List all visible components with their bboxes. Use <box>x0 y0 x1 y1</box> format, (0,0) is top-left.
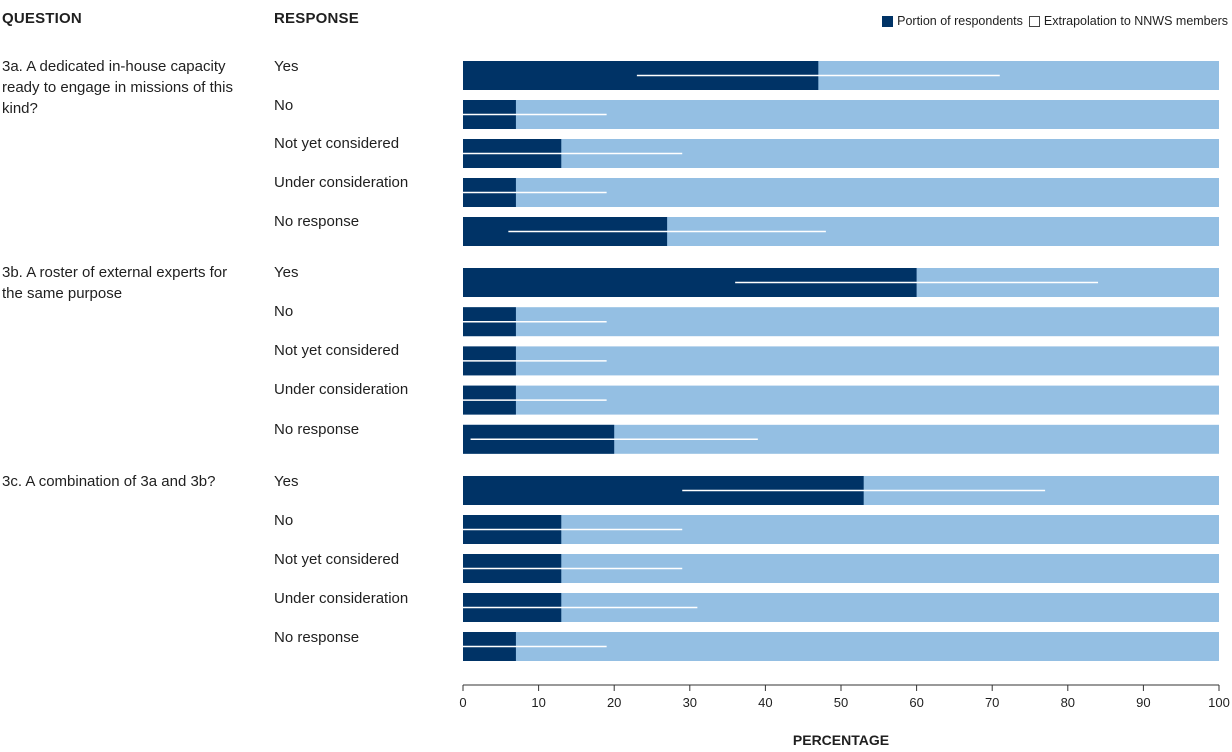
x-tick-label: 90 <box>1136 695 1150 710</box>
question-column-header: QUESTION <box>2 10 82 27</box>
response-label: Yes <box>274 473 299 490</box>
response-label: Not yet considered <box>274 342 400 359</box>
response-label: No <box>274 512 294 529</box>
x-tick-label: 50 <box>834 695 848 710</box>
response-label: Not yet considered <box>274 135 400 152</box>
x-tick-label: 20 <box>607 695 621 710</box>
response-label: No response <box>274 629 360 646</box>
x-tick-label: 30 <box>683 695 697 710</box>
x-tick-label: 0 <box>459 695 466 710</box>
legend-label-portion: Portion of respondents <box>897 14 1023 28</box>
question-label-3a: 3a. A dedicated in-house capacity ready … <box>2 58 233 117</box>
response-label: No <box>274 97 294 114</box>
legend-swatch-extrapolation <box>1028 15 1040 27</box>
question-label-3c: 3c. A combination of 3a and 3b? <box>2 473 216 490</box>
response-label: Yes <box>274 58 299 75</box>
x-tick-label: 40 <box>758 695 772 710</box>
response-label: Yes <box>274 264 299 281</box>
legend-item-portion: Portion of respondents <box>882 14 1023 28</box>
response-label: No <box>274 303 294 320</box>
response-label: Not yet considered <box>274 551 400 568</box>
x-tick-label: 70 <box>985 695 999 710</box>
response-label: Under consideration <box>274 174 409 191</box>
x-tick-label: 10 <box>531 695 545 710</box>
x-tick-label: 100 <box>1208 695 1230 710</box>
response-label: No response <box>274 421 360 438</box>
response-label: Under consideration <box>274 381 409 398</box>
chart-legend: Portion of respondents Extrapolation to … <box>876 14 1228 28</box>
x-tick-label: 60 <box>909 695 923 710</box>
legend-swatch-portion <box>882 15 894 27</box>
question-label-3b: 3b. A roster of external experts for the… <box>2 264 228 302</box>
response-column-header: RESPONSE <box>274 10 359 27</box>
response-label: Under consideration <box>274 590 409 607</box>
x-axis-title: PERCENTAGE <box>792 732 890 748</box>
x-tick-label: 80 <box>1061 695 1075 710</box>
response-label: No response <box>274 213 360 230</box>
legend-item-extrapolation: Extrapolation to NNWS members <box>1028 14 1228 28</box>
legend-label-extrapolation: Extrapolation to NNWS members <box>1043 14 1228 28</box>
